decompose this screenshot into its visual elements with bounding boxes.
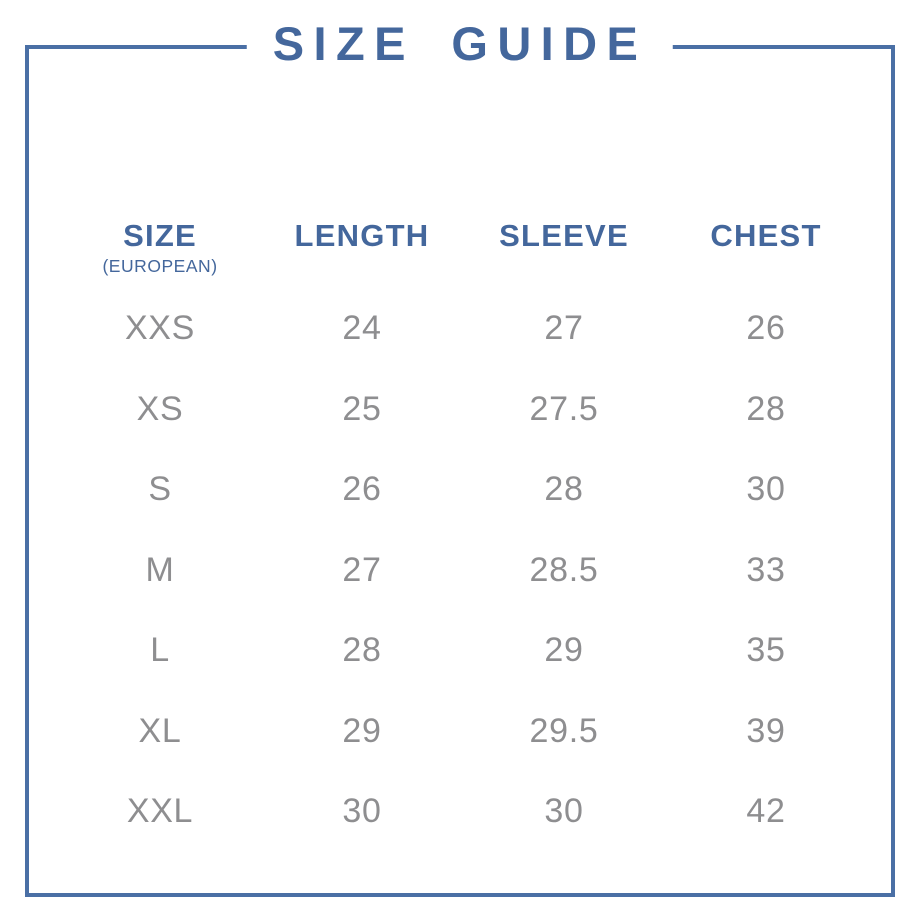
- page-title: SIZE GUIDE: [246, 16, 674, 71]
- sleeve-value: 30: [544, 792, 584, 831]
- size-value: L: [150, 631, 170, 670]
- table-row: XS 25 27.5 28: [59, 369, 867, 450]
- column-header-sleeve: SLEEVE: [463, 220, 665, 288]
- sleeve-value: 29: [544, 631, 584, 670]
- chest-value: 39: [746, 711, 786, 750]
- length-value: 27: [342, 550, 382, 589]
- size-value: M: [145, 550, 175, 589]
- length-value: 28: [342, 631, 382, 670]
- chest-value: 30: [746, 470, 786, 509]
- column-header-chest: CHEST: [665, 220, 867, 288]
- chest-value: 42: [746, 792, 786, 831]
- length-value: 24: [342, 309, 382, 348]
- column-header-length-label: LENGTH: [294, 218, 430, 253]
- chest-value: 28: [746, 389, 786, 428]
- sleeve-value: 27: [544, 309, 584, 348]
- column-header-chest-label: CHEST: [710, 218, 822, 253]
- size-value: XL: [138, 711, 182, 750]
- table-header-row: SIZE (EUROPEAN) LENGTH SLEEVE CHEST: [59, 208, 867, 288]
- table-row: XXS 24 27 26: [59, 288, 867, 369]
- table-row: XL 29 29.5 39: [59, 691, 867, 772]
- sleeve-value: 28.5: [529, 550, 599, 589]
- column-header-size-sublabel: (EUROPEAN): [102, 256, 218, 276]
- sleeve-value: 27.5: [529, 389, 599, 428]
- size-value: XXL: [126, 792, 194, 831]
- table-row: XXL 30 30 42: [59, 771, 867, 852]
- size-value: S: [148, 470, 172, 509]
- chest-value: 35: [746, 631, 786, 670]
- length-value: 29: [342, 711, 382, 750]
- chest-value: 33: [746, 550, 786, 589]
- table-row: L 28 29 35: [59, 610, 867, 691]
- length-value: 30: [342, 792, 382, 831]
- sleeve-value: 29.5: [529, 711, 599, 750]
- length-value: 25: [342, 389, 382, 428]
- column-header-length: LENGTH: [261, 220, 463, 288]
- length-value: 26: [342, 470, 382, 509]
- column-header-sleeve-label: SLEEVE: [499, 218, 629, 253]
- column-header-size-label: SIZE: [123, 218, 197, 253]
- size-guide-table: SIZE (EUROPEAN) LENGTH SLEEVE CHEST XXS …: [59, 208, 867, 852]
- table-row: S 26 28 30: [59, 449, 867, 530]
- size-value: XXS: [124, 309, 196, 348]
- chest-value: 26: [746, 309, 786, 348]
- column-header-size: SIZE (EUROPEAN): [59, 220, 261, 288]
- table-row: M 27 28.5 33: [59, 530, 867, 611]
- sleeve-value: 28: [544, 470, 584, 509]
- size-value: XS: [136, 389, 184, 428]
